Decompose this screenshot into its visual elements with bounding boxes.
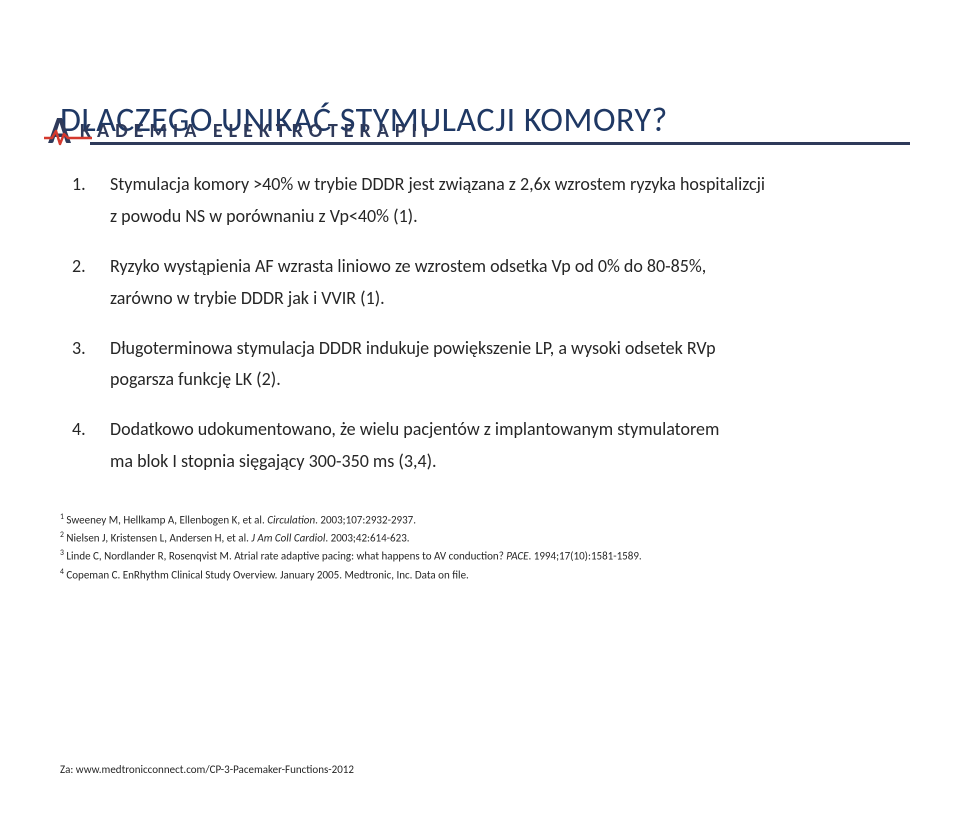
reference-line: 2 Nielsen J, Kristensen L, Andersen H, e… xyxy=(60,530,900,547)
item-body: Stymulacja komory >40% w trybie DDDR jes… xyxy=(110,171,900,235)
list-item: 4. Dodatkowo udokumentowano, że wielu pa… xyxy=(72,416,900,480)
item-line: ma blok I stopnia sięgający 300-350 ms (… xyxy=(110,448,900,476)
reference-line: 3 Linde C, Nordlander R, Rosenqvist M. A… xyxy=(60,548,900,565)
references: 1 Sweeney M, Hellkamp A, Ellenbogen K, e… xyxy=(60,512,900,584)
ref-ital: J Am Coll Cardiol xyxy=(251,532,325,545)
item-number: 3. xyxy=(72,335,94,399)
ref-pre: Nielsen J, Kristensen L, Andersen H, et … xyxy=(64,532,251,545)
item-line: Ryzyko wystąpienia AF wzrasta liniowo ze… xyxy=(110,253,900,281)
reference-line: 4 Copeman C. EnRhythm Clinical Study Ove… xyxy=(60,567,900,584)
reference-line: 1 Sweeney M, Hellkamp A, Ellenbogen K, e… xyxy=(60,512,900,529)
brand-name: KADEMIA ELEKTROTERAPII xyxy=(80,119,434,143)
list-item: 3. Długoterminowa stymulacja DDDR induku… xyxy=(72,335,900,399)
ref-ital: Circulation xyxy=(267,514,315,527)
source-footer: Za: www.medtronicconnect.com/CP-3-Pacema… xyxy=(60,763,354,776)
ref-post: . 2003;42:614-623. xyxy=(325,532,409,545)
item-line: pogarsza funkcję LK (2). xyxy=(110,366,900,394)
item-line: Stymulacja komory >40% w trybie DDDR jes… xyxy=(110,171,900,199)
item-line: Dodatkowo udokumentowano, że wielu pacje… xyxy=(110,416,900,444)
item-number: 4. xyxy=(72,416,94,480)
header-divider xyxy=(90,142,910,145)
list-item: 2. Ryzyko wystąpienia AF wzrasta liniowo… xyxy=(72,253,900,317)
ref-ital: PACE xyxy=(506,550,528,563)
numbered-list: 1. Stymulacja komory >40% w trybie DDDR … xyxy=(60,171,900,480)
item-body: Długoterminowa stymulacja DDDR indukuje … xyxy=(110,335,900,399)
item-line: z powodu NS w porównaniu z Vp<40% (1). xyxy=(110,203,900,231)
ref-pre: Linde C, Nordlander R, Rosenqvist M. Atr… xyxy=(64,550,506,563)
ref-pre: Sweeney M, Hellkamp A, Ellenbogen K, et … xyxy=(64,514,267,527)
item-body: Dodatkowo udokumentowano, że wielu pacje… xyxy=(110,416,900,480)
item-body: Ryzyko wystąpienia AF wzrasta liniowo ze… xyxy=(110,253,900,317)
item-line: Długoterminowa stymulacja DDDR indukuje … xyxy=(110,335,900,363)
ref-post: . 1994;17(10):1581-1589. xyxy=(529,550,642,563)
item-line: zarówno w trybie DDDR jak i VVIR (1). xyxy=(110,285,900,313)
item-number: 2. xyxy=(72,253,94,317)
logo-letter-a: A xyxy=(48,112,70,150)
item-number: 1. xyxy=(72,171,94,235)
heartbeat-icon xyxy=(44,128,92,146)
ref-post: . 2003;107:2932-2937. xyxy=(315,514,416,527)
slide: A KADEMIA ELEKTROTERAPII DLACZEGO UNIKAĆ… xyxy=(0,100,960,820)
ref-pre: Copeman C. EnRhythm Clinical Study Overv… xyxy=(64,568,469,581)
list-item: 1. Stymulacja komory >40% w trybie DDDR … xyxy=(72,171,900,235)
